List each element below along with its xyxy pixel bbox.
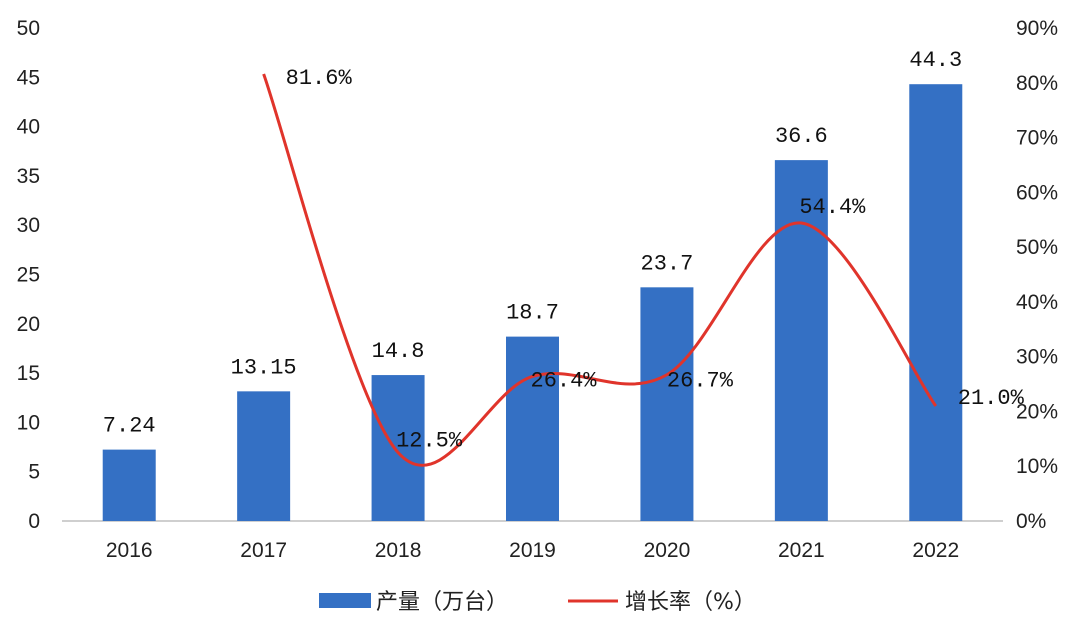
- y-left-tick-label: 0: [28, 510, 40, 533]
- bar: [774, 160, 828, 521]
- y-right-tick-label: 50%: [1016, 236, 1058, 259]
- y-left-tick-label: 50: [17, 17, 40, 40]
- x-tick-label: 2021: [778, 539, 825, 562]
- x-tick-label: 2018: [375, 539, 422, 562]
- bar: [102, 449, 156, 521]
- line-data-label: 26.4%: [531, 368, 598, 393]
- y-right-tick-label: 20%: [1016, 400, 1058, 423]
- y-left-tick-label: 5: [28, 461, 40, 484]
- bar: [371, 375, 425, 521]
- bar-data-label: 23.7: [641, 251, 694, 276]
- y-left-tick-label: 15: [17, 362, 40, 385]
- legend-label-growth: 增长率（%）: [625, 590, 756, 615]
- data-labels: 7.24 13.15 14.8 18.7 23.7 36.6 44.3 81.6% 12.5% 2…: [103, 48, 1025, 453]
- y-left-tick-label: 25: [17, 264, 40, 287]
- bar-data-label: 13.15: [231, 355, 297, 380]
- line-data-label: 81.6%: [286, 66, 353, 91]
- line-data-label: 54.4%: [799, 195, 866, 220]
- y-right-tick-label: 60%: [1016, 181, 1058, 204]
- bar: [506, 336, 559, 521]
- y-right-tick-label: 40%: [1016, 291, 1058, 314]
- y-left-tick-label: 45: [17, 66, 40, 89]
- y-right-tick-label: 0%: [1016, 510, 1046, 533]
- bar-data-label: 14.8: [372, 339, 425, 364]
- bar: [237, 391, 291, 521]
- bar: [640, 287, 694, 521]
- bar-data-label: 44.3: [909, 48, 962, 73]
- y-left-tick-label: 40: [17, 116, 40, 139]
- legend: 产量（万台） 增长率（%）: [319, 590, 756, 615]
- y-right-tick-label: 80%: [1016, 72, 1058, 95]
- legend-label-production: 产量（万台）: [376, 590, 508, 615]
- legend-swatch-bar: [319, 593, 371, 608]
- axes: 0 5 10 15 20 25 30 35 40 45 50 0% 10% 20% 30% 40% 50% 60%…: [17, 17, 1058, 562]
- bar-data-label: 18.7: [506, 301, 559, 326]
- line-series: [262, 73, 937, 467]
- y-right-tick-label: 90%: [1016, 17, 1058, 40]
- x-tick-label: 2016: [106, 539, 153, 562]
- line-data-label: 21.0%: [958, 386, 1025, 411]
- bar-data-label: 36.6: [775, 124, 828, 149]
- y-right-tick-label: 70%: [1016, 127, 1058, 150]
- y-right-tick-label: 30%: [1016, 346, 1058, 369]
- line-data-label: 26.7%: [667, 369, 734, 394]
- y-right-tick-label: 10%: [1016, 455, 1058, 478]
- x-tick-label: 2019: [509, 539, 556, 562]
- line-data-label: 12.5%: [396, 429, 463, 454]
- growth-rate-line: [262, 73, 937, 467]
- x-tick-label: 2020: [644, 539, 691, 562]
- x-tick-label: 2017: [240, 539, 287, 562]
- y-left-tick-label: 20: [17, 313, 40, 336]
- y-left-tick-label: 10: [17, 411, 40, 434]
- x-tick-label: 2022: [912, 539, 959, 562]
- y-left-tick-label: 35: [17, 165, 40, 188]
- y-left-tick-label: 30: [17, 214, 40, 237]
- bar-series: [102, 84, 963, 522]
- bar-data-label: 7.24: [103, 414, 156, 439]
- bar: [909, 84, 963, 522]
